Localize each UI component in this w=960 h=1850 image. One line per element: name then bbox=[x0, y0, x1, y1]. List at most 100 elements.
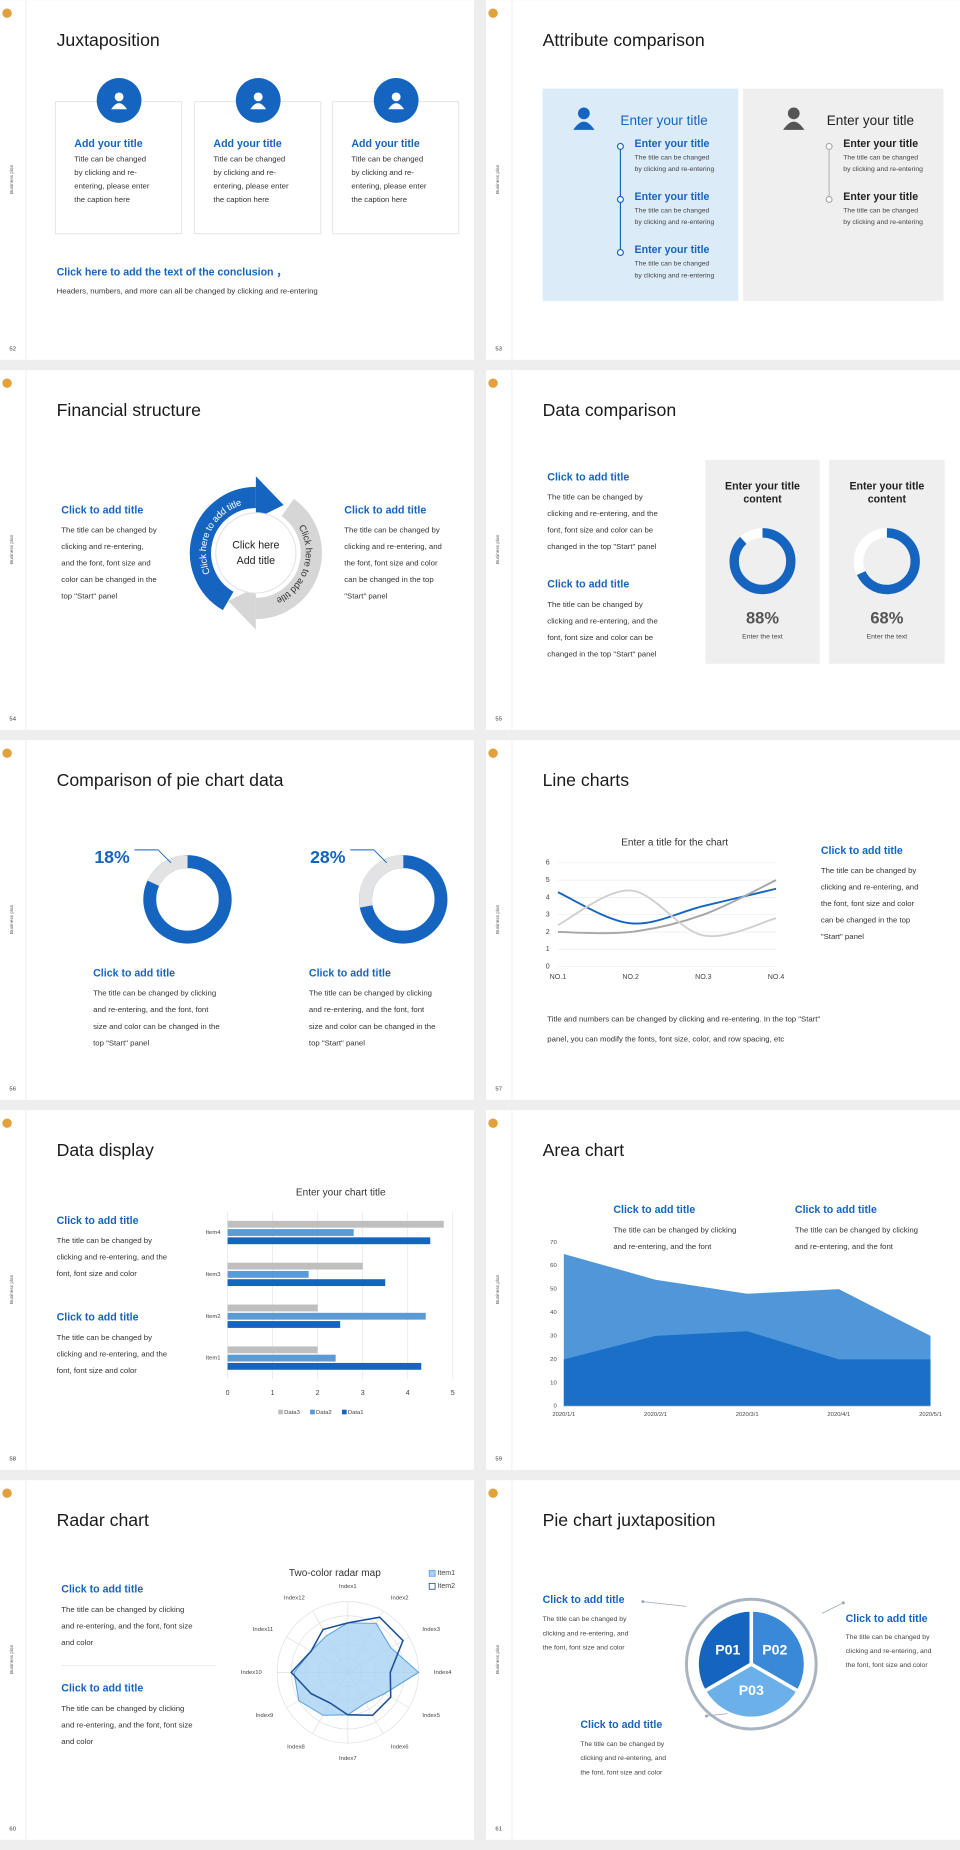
slide-title: Financial structure bbox=[57, 400, 202, 420]
value-label: 28% bbox=[310, 847, 346, 867]
cycle-center bbox=[215, 512, 297, 594]
card bbox=[705, 459, 820, 664]
slide-title: Line charts bbox=[543, 770, 630, 790]
bar bbox=[227, 1312, 426, 1320]
block-text: and color bbox=[61, 1737, 93, 1746]
block-text: The title can be changed by clicking bbox=[61, 1605, 184, 1614]
legend-label: Data2 bbox=[316, 1410, 332, 1416]
slide: Business plan 61 Pie chart juxtaposition P0… bbox=[486, 1480, 960, 1840]
block-title: Click to add title bbox=[547, 471, 629, 483]
note-text: Title and numbers can be changed by clic… bbox=[547, 1015, 820, 1024]
y-tick-label: 20 bbox=[550, 1357, 557, 1363]
side-label: Business plan bbox=[495, 1644, 500, 1674]
cycle-arc bbox=[189, 486, 257, 611]
logo bbox=[488, 748, 498, 758]
radar-label: Index6 bbox=[391, 1744, 409, 1750]
legend-label: Item2 bbox=[437, 1583, 455, 1590]
legend-label: Data1 bbox=[348, 1410, 364, 1416]
block-text: the font, font size and color bbox=[344, 559, 438, 568]
item-text: The title can be changed bbox=[635, 261, 710, 268]
card-text: the caption here bbox=[213, 195, 269, 204]
card-text: Title can be changed bbox=[213, 154, 285, 163]
side-label: Business plan bbox=[9, 1644, 14, 1674]
slide: Business plan 57 Line charts Enter a title … bbox=[486, 740, 960, 1100]
side-label: Business plan bbox=[9, 534, 14, 564]
block-text: clicking and re-entering, and the bbox=[547, 616, 658, 625]
block-title: Click to add title bbox=[57, 1312, 139, 1324]
card-text: by clicking and re- bbox=[74, 168, 137, 177]
item-text: The title can be changed bbox=[635, 154, 710, 161]
page-number: 53 bbox=[495, 347, 502, 353]
x-tick-label: NO.2 bbox=[622, 974, 639, 981]
block-text: clicking and re-entering, and the bbox=[57, 1349, 168, 1358]
legend-swatch bbox=[310, 1409, 315, 1415]
block-text: top "Start" panel bbox=[309, 1038, 365, 1047]
legend-swatch bbox=[278, 1409, 283, 1415]
leader-line bbox=[134, 849, 172, 864]
block-text: and re-entering, and the font, font size bbox=[61, 1721, 192, 1730]
cycle-arrow bbox=[228, 587, 256, 630]
block-text: The title can be changed by bbox=[61, 526, 157, 535]
slide: Business plan 55 Data comparison Click to a… bbox=[486, 370, 960, 730]
slide-bg bbox=[0, 0, 474, 360]
chart-title: Enter a title for the chart bbox=[621, 837, 728, 848]
block-text: The title can be changed by bbox=[57, 1236, 153, 1245]
block-title: Click to add title bbox=[61, 504, 143, 516]
card-text: the caption here bbox=[74, 195, 130, 204]
card-title: Enter your title bbox=[849, 481, 924, 493]
page-number: 56 bbox=[9, 1087, 16, 1093]
block-title: Click to add title bbox=[309, 967, 391, 979]
slide-title: Data display bbox=[57, 1140, 154, 1160]
area-series bbox=[563, 1331, 931, 1407]
card-title: Add your title bbox=[74, 138, 142, 150]
block-text: changed in the top "Start" panel bbox=[547, 649, 656, 658]
radar-label: Index12 bbox=[284, 1595, 305, 1601]
logo bbox=[488, 1118, 498, 1128]
leader-line bbox=[821, 1602, 844, 1614]
item-text: by clicking and re-entering bbox=[843, 219, 923, 226]
bar bbox=[227, 1220, 444, 1228]
block-title: Click to add title bbox=[543, 1594, 625, 1606]
slide: Business plan 58 Data display Click to add … bbox=[0, 1110, 474, 1470]
y-tick-label: 3 bbox=[546, 912, 550, 919]
card-text: entering, please enter bbox=[213, 182, 289, 191]
slide-title: Attribute comparison bbox=[543, 30, 705, 50]
y-tick-label: 50 bbox=[550, 1287, 557, 1293]
item-text: by clicking and re-entering bbox=[635, 272, 715, 279]
block-text: and re-entering, and the font bbox=[795, 1242, 894, 1251]
block-text: The title can be changed by clicking bbox=[613, 1226, 736, 1235]
block-text: top "Start" panel bbox=[61, 592, 117, 601]
radar-label: Index9 bbox=[256, 1713, 274, 1719]
radar-label: Index10 bbox=[241, 1670, 263, 1676]
block-title: Click to add title bbox=[93, 967, 175, 979]
timeline-dot bbox=[825, 142, 833, 150]
icon-body bbox=[111, 103, 128, 110]
block-text: The title can be changed by clicking bbox=[61, 1704, 184, 1713]
x-tick-label: 5 bbox=[451, 1390, 455, 1397]
page-number: 57 bbox=[495, 1087, 502, 1093]
block-title: Click to add title bbox=[846, 1613, 928, 1625]
x-tick-label: 2020/1/1 bbox=[552, 1412, 575, 1418]
icon-body bbox=[388, 103, 405, 110]
block-text: clicking and re-entering, and the bbox=[547, 509, 658, 518]
block-text: The title can be changed by clicking bbox=[309, 989, 432, 998]
card-text: entering, please enter bbox=[351, 182, 427, 191]
block-text: The title can be changed by bbox=[846, 1634, 930, 1641]
donut-value bbox=[853, 528, 920, 595]
value-label: 68% bbox=[870, 609, 903, 627]
block-text: size and color can be changed in the bbox=[93, 1022, 220, 1031]
leader-line bbox=[350, 849, 388, 864]
item-title: Enter your title bbox=[635, 244, 710, 256]
y-tick-label: 0 bbox=[553, 1404, 557, 1410]
cycle-center-text: Click here bbox=[232, 540, 279, 552]
block-text: the font, font size and color bbox=[846, 1662, 929, 1669]
bar bbox=[227, 1237, 431, 1245]
conclusion-text: Headers, numbers, and more can all be ch… bbox=[57, 286, 318, 295]
bar bbox=[227, 1262, 363, 1270]
block-text: The title can be changed by bbox=[547, 600, 643, 609]
block-text: size and color can be changed in the bbox=[309, 1022, 436, 1031]
radar-label: Index3 bbox=[422, 1627, 440, 1633]
block-text: font, font size and color can be bbox=[547, 526, 653, 535]
value-label: 18% bbox=[94, 847, 130, 867]
leader-line bbox=[706, 1713, 728, 1717]
